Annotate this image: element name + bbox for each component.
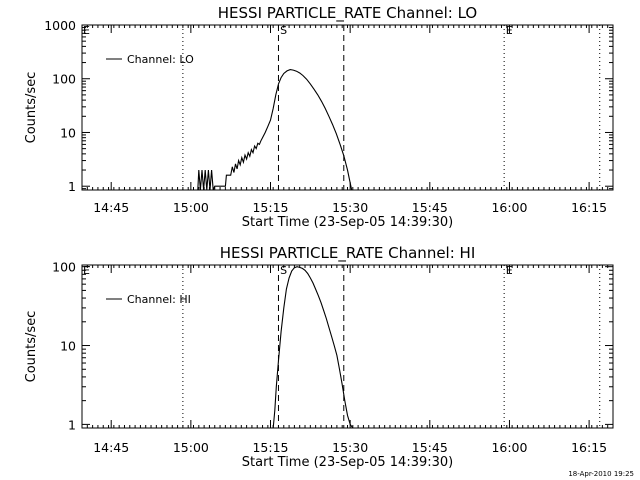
chart-panel-lo: HESSI PARTICLE_RATE Channel: LO Start Tim… <box>24 4 614 230</box>
interval-marker-e: E <box>83 264 90 277</box>
y-axis-label: Counts/sec <box>24 72 39 144</box>
interval-marker-s: S <box>280 264 287 277</box>
x-tick-label: 16:15 <box>571 440 607 455</box>
x-axis-label: Start Time (23-Sep-05 14:39:30) <box>242 455 453 470</box>
x-tick-label: 15:15 <box>252 200 288 215</box>
interval-marker-e: E <box>506 264 513 277</box>
x-tick-label: 15:45 <box>412 200 448 215</box>
x-axis-label: Start Time (23-Sep-05 14:39:30) <box>242 215 453 230</box>
y-axis-label: Counts/sec <box>24 311 39 383</box>
x-tick-label: 15:15 <box>252 440 288 455</box>
y-tick-label: 100 <box>52 72 76 87</box>
x-tick-label: 15:00 <box>173 200 209 215</box>
x-tick-label: 14:45 <box>93 200 129 215</box>
legend-entry: Channel: LO <box>127 53 194 66</box>
series-line-lo <box>197 69 353 190</box>
x-tick-label: 16:00 <box>491 200 527 215</box>
legend-entry: Channel: HI <box>127 293 191 306</box>
interval-marker-s: S <box>280 24 287 37</box>
interval-marker-e: E <box>506 24 513 37</box>
x-tick-label: 16:15 <box>571 200 607 215</box>
interval-marker-e: E <box>83 24 90 37</box>
x-tick-label: 15:30 <box>332 200 368 215</box>
x-tick-label: 15:30 <box>332 440 368 455</box>
chart-title: HESSI PARTICLE_RATE Channel: LO <box>218 4 477 23</box>
plot-frame <box>81 24 614 191</box>
x-tick-label: 16:00 <box>491 440 527 455</box>
y-tick-label: 10 <box>60 339 76 354</box>
y-tick-label: 1 <box>68 417 76 432</box>
y-tick-label: 1 <box>68 179 76 194</box>
x-tick-label: 15:45 <box>412 440 448 455</box>
y-tick-label: 100 <box>52 260 76 275</box>
x-tick-label: 15:00 <box>173 440 209 455</box>
series-line-hi <box>272 266 354 428</box>
chart-panel-hi: HESSI PARTICLE_RATE Channel: HI Start Tim… <box>24 244 614 470</box>
y-tick-label: 1000 <box>44 18 76 33</box>
x-tick-label: 14:45 <box>93 440 129 455</box>
chart-title: HESSI PARTICLE_RATE Channel: HI <box>220 244 476 263</box>
y-tick-label: 10 <box>60 125 76 140</box>
plot-frame <box>81 264 614 429</box>
footer-timestamp: 18-Apr-2010 19:25 <box>568 470 634 478</box>
